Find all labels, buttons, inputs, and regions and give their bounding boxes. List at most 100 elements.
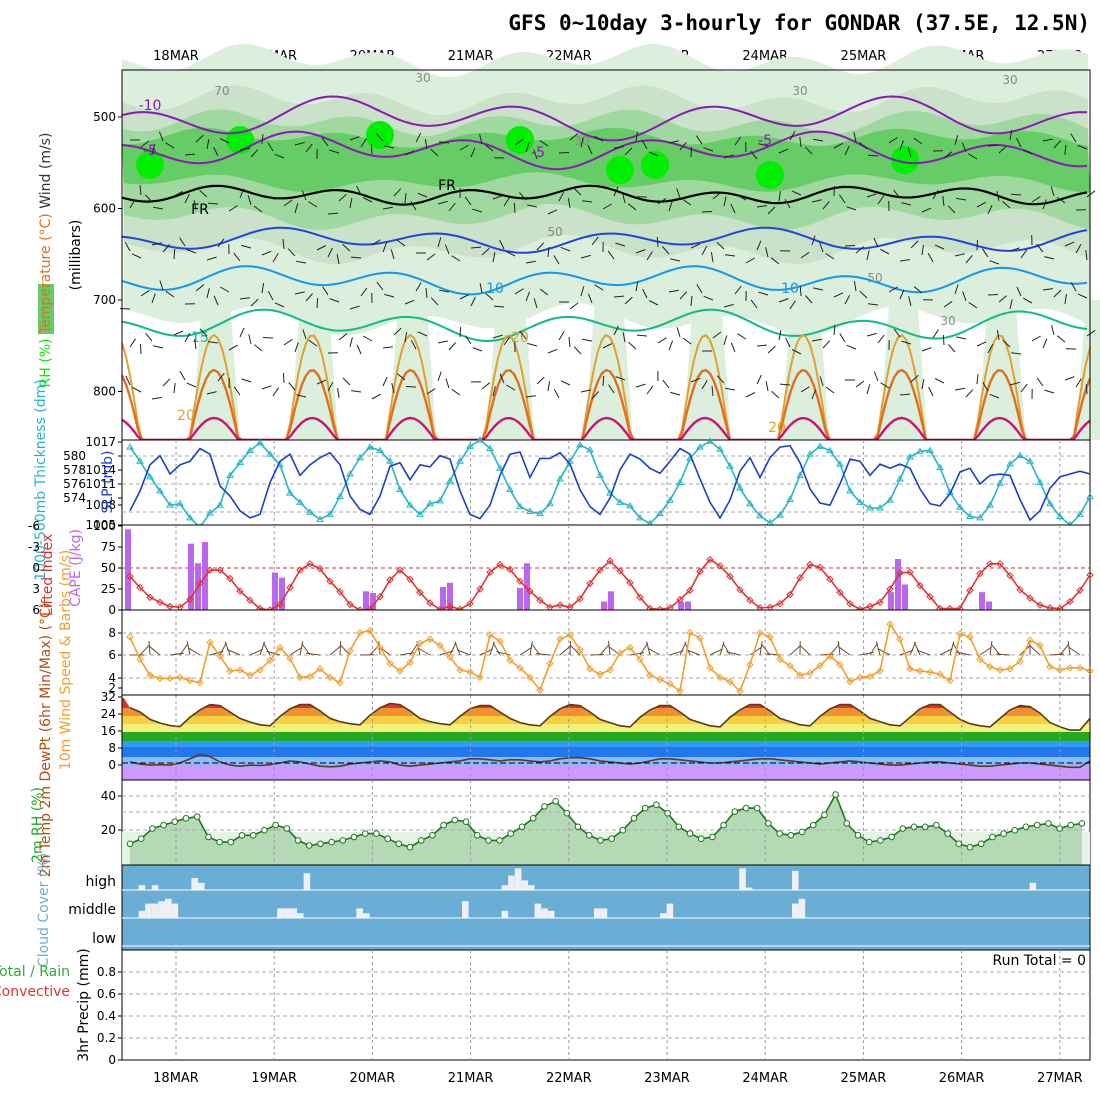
wind-barb bbox=[148, 645, 161, 656]
cloud-high-bar bbox=[191, 878, 198, 890]
wind-barb bbox=[996, 191, 1000, 202]
wind-barb bbox=[1031, 196, 1041, 203]
wind-barb bbox=[682, 337, 692, 345]
data-point bbox=[171, 818, 179, 826]
data-point bbox=[585, 832, 593, 839]
data-point bbox=[675, 823, 683, 831]
wind-barb bbox=[283, 372, 285, 384]
wind-barb bbox=[1085, 250, 1088, 261]
wind-barb bbox=[956, 651, 971, 656]
tick-label: 578 bbox=[63, 463, 86, 477]
data-point bbox=[726, 572, 734, 581]
wind-barb bbox=[139, 644, 150, 656]
tick-label: 16 bbox=[101, 724, 116, 738]
wind-barb bbox=[956, 336, 967, 340]
wind-barb bbox=[327, 247, 333, 258]
wind-axis: 8 6 42 bbox=[108, 626, 122, 695]
temperature-contour-label: 10 bbox=[781, 281, 799, 297]
wind-barb bbox=[426, 253, 436, 261]
data-point bbox=[1045, 820, 1052, 827]
legend-entry: RH (%) bbox=[38, 334, 54, 387]
wind-barb bbox=[1009, 381, 1020, 386]
wind-barb bbox=[267, 142, 274, 152]
wind-barb bbox=[316, 297, 319, 309]
wind-barb bbox=[404, 193, 407, 204]
data-point bbox=[986, 663, 994, 671]
wind-barb bbox=[503, 197, 510, 207]
data-point bbox=[616, 498, 624, 505]
wind-barb bbox=[846, 206, 857, 211]
cloud-middle-bar bbox=[462, 901, 469, 918]
wind-barb bbox=[608, 641, 611, 656]
wind-barb bbox=[390, 249, 395, 260]
tick-label: 580 bbox=[63, 449, 86, 463]
wind-barb bbox=[140, 343, 142, 355]
cloud-middle-bar bbox=[283, 908, 291, 918]
tick-label: 32 bbox=[101, 690, 116, 704]
slp-series-line bbox=[129, 444, 1091, 522]
wind-barb bbox=[582, 338, 593, 342]
wind-barb bbox=[833, 185, 835, 197]
wind-barb bbox=[976, 374, 979, 385]
wind-barb bbox=[800, 251, 810, 259]
wind-barb bbox=[662, 246, 670, 255]
wind-barb bbox=[531, 643, 541, 656]
wind-barb bbox=[327, 212, 339, 215]
wind-barb bbox=[382, 242, 388, 253]
wind-barb bbox=[899, 259, 910, 262]
wind-barb bbox=[690, 243, 701, 249]
wind-barb bbox=[628, 341, 637, 350]
data-point bbox=[756, 511, 764, 519]
wind-barb bbox=[989, 260, 1000, 265]
wind-barb bbox=[165, 142, 175, 149]
wind-barb bbox=[481, 382, 491, 390]
wind-barb bbox=[404, 332, 408, 343]
data-point bbox=[396, 485, 404, 493]
wind-barb bbox=[415, 132, 422, 143]
cape-bar bbox=[524, 563, 530, 610]
cape-bar bbox=[608, 591, 614, 610]
wind-barb bbox=[778, 330, 782, 341]
data-point bbox=[1036, 641, 1044, 650]
wind-barb bbox=[536, 376, 545, 385]
wind-barb bbox=[756, 205, 767, 208]
data-point bbox=[576, 595, 584, 603]
wind-barb bbox=[301, 190, 307, 201]
cloud-middle-bar bbox=[600, 908, 608, 918]
data-point bbox=[1006, 571, 1014, 580]
data-point bbox=[1066, 664, 1074, 672]
wind-barb bbox=[594, 284, 604, 291]
data-point bbox=[865, 838, 873, 846]
temperature-series bbox=[129, 702, 1091, 731]
cloud-middle-bar bbox=[541, 908, 548, 918]
temperature-color-band bbox=[122, 741, 1090, 747]
wind-barb bbox=[425, 288, 428, 299]
data-point bbox=[396, 566, 404, 574]
rh-max-blob bbox=[366, 121, 394, 149]
data-point bbox=[653, 801, 660, 809]
data-point bbox=[186, 513, 194, 521]
slp-axis-label: SLP (mb) bbox=[100, 450, 116, 513]
dewpoint-series-line bbox=[129, 753, 1091, 769]
data-point bbox=[796, 471, 804, 478]
data-point bbox=[246, 671, 254, 679]
wind-barb bbox=[410, 201, 417, 211]
wind-barb bbox=[934, 244, 945, 250]
wind-barb bbox=[261, 385, 272, 390]
cloud-middle-bar bbox=[798, 898, 806, 918]
wind-barb bbox=[547, 209, 558, 215]
data-point bbox=[476, 673, 484, 682]
data-point bbox=[216, 566, 224, 574]
wind-barb bbox=[184, 193, 190, 204]
wind-barb bbox=[459, 326, 462, 338]
temperature-axis: 32 24 16 8 0 bbox=[101, 690, 122, 772]
wind-barb bbox=[454, 641, 461, 656]
wind-barb bbox=[582, 200, 593, 203]
wind-barb bbox=[1050, 186, 1055, 197]
wind-barb bbox=[899, 393, 911, 396]
wind-barb bbox=[758, 291, 769, 296]
cloud-level-label: high bbox=[85, 874, 116, 890]
wind-barb bbox=[825, 386, 835, 394]
data-point bbox=[137, 835, 145, 843]
wind-barb bbox=[249, 648, 264, 656]
